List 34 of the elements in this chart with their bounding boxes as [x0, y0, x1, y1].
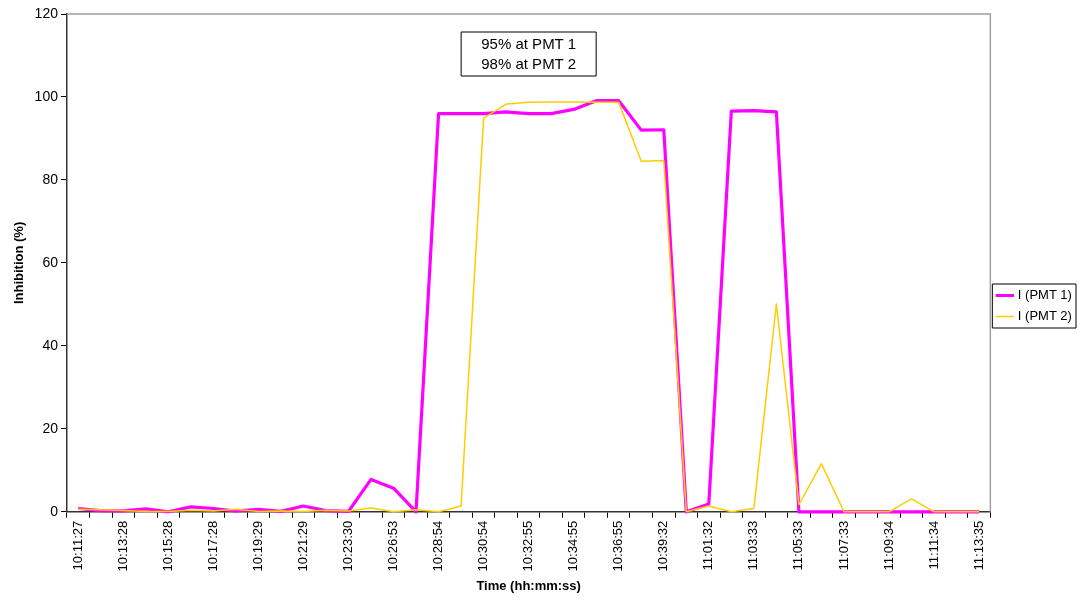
x-tick-label: 11:05:33: [790, 520, 806, 571]
x-tick-label: 10:17:28: [204, 520, 220, 572]
x-tick-label: 10:32:55: [520, 520, 536, 572]
y-axis-title: Inhibition (%): [11, 221, 27, 305]
annotation: 95% at PMT 1: [481, 35, 577, 53]
annotation: 98% at PMT 2: [481, 55, 577, 73]
y-tick-label: 40: [42, 336, 59, 353]
y-tick-label: 0: [50, 502, 59, 519]
y-tick-label: 80: [42, 170, 59, 187]
x-tick-label: 11:01:32: [700, 520, 716, 571]
x-tick-label: 11:09:34: [880, 520, 896, 571]
x-tick-label: 10:13:28: [114, 520, 130, 572]
x-tick-label: 10:34:55: [565, 520, 581, 572]
x-tick-label: 10:30:54: [475, 520, 491, 572]
x-tick-label: 10:36:55: [610, 520, 626, 572]
y-tick-label: 120: [34, 4, 59, 21]
x-tick-label: 10:28:54: [430, 520, 446, 572]
x-tick-label: 10:23:30: [340, 520, 356, 572]
y-tick-label: 100: [34, 87, 59, 104]
x-tick-label: 10:15:28: [159, 520, 175, 572]
x-tick-label: 11:13:35: [970, 520, 986, 571]
legend-label: I (PMT 2): [1017, 308, 1072, 324]
x-tick-label: 11:11:34: [925, 520, 941, 570]
x-tick-label: 11:07:33: [835, 520, 851, 571]
y-tick-label: 60: [42, 253, 59, 270]
legend-label: I (PMT 1): [1017, 287, 1072, 303]
x-tick-label: 10:11:27: [69, 520, 85, 571]
x-tick-label: 10:19:29: [249, 520, 265, 572]
x-tick-label: 10:39:32: [655, 520, 671, 572]
x-tick-label: 10:26:53: [385, 520, 401, 572]
y-tick-label: 20: [42, 419, 59, 436]
x-axis-title: Time (hh:mm:ss): [476, 577, 581, 593]
x-tick-label: 10:21:29: [295, 520, 311, 572]
x-tick-label: 11:03:33: [745, 520, 761, 571]
